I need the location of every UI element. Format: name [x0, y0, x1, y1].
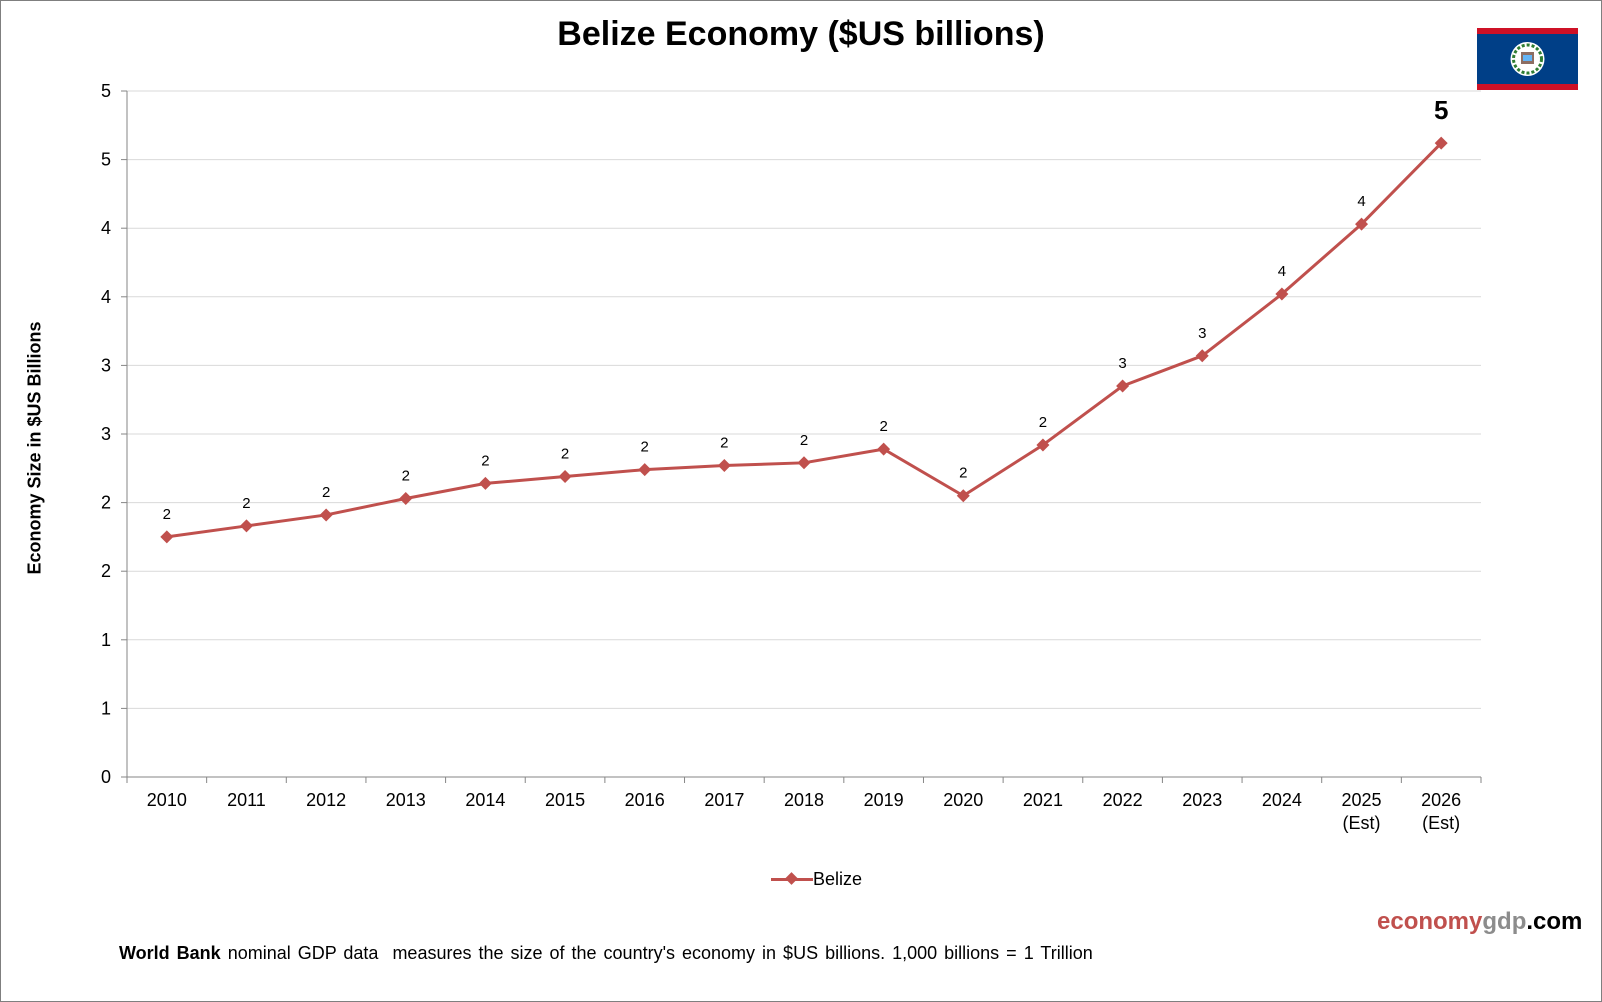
x-tick-label: 2024 — [1262, 790, 1302, 810]
y-tick-label: 3 — [101, 424, 111, 444]
data-label: 2 — [720, 435, 728, 452]
y-tick-label: 4 — [101, 287, 111, 307]
data-label: 2 — [322, 484, 330, 501]
brand-logo: economygdp.com — [1377, 908, 1583, 935]
y-tick-label: 2 — [101, 561, 111, 581]
data-label: 4 — [1278, 263, 1286, 280]
legend: Belize — [771, 867, 862, 891]
data-point — [478, 476, 492, 490]
x-tick-label: 2012 — [306, 790, 346, 810]
data-point — [797, 456, 811, 470]
x-tick-label: (Est) — [1343, 813, 1381, 833]
x-tick-label: 2010 — [147, 790, 187, 810]
y-tick-label: 5 — [101, 150, 111, 170]
footnote: World Bank nominal GDP data measures the… — [119, 943, 1093, 964]
x-tick-label: 2014 — [465, 790, 505, 810]
data-label: 2 — [879, 418, 887, 435]
x-tick-label: 2015 — [545, 790, 585, 810]
data-point — [1036, 438, 1050, 452]
data-point — [319, 508, 333, 522]
footnote-text: nominal GDP data measures the size of th… — [220, 943, 1093, 963]
chart-title: Belize Economy ($US billions) — [557, 15, 1045, 53]
x-tick-label: 2019 — [864, 790, 904, 810]
data-label: 3 — [1118, 355, 1126, 372]
y-tick-label: 1 — [101, 698, 111, 718]
data-label: 2 — [641, 439, 649, 456]
data-point — [160, 530, 174, 544]
x-tick-label: 2011 — [227, 790, 266, 810]
x-tick-label: 2021 — [1023, 790, 1063, 810]
legend-swatch — [771, 867, 813, 891]
x-tick-label: 2013 — [386, 790, 426, 810]
data-label: 2 — [800, 432, 808, 449]
data-label: 3 — [1198, 325, 1206, 342]
data-label: 2 — [402, 467, 410, 484]
data-label: 5 — [1434, 95, 1448, 125]
data-point — [638, 463, 652, 477]
data-point — [956, 489, 970, 503]
data-label: 2 — [561, 446, 569, 463]
x-tick-label: 2018 — [784, 790, 824, 810]
x-tick-label: 2020 — [943, 790, 983, 810]
x-tick-label: 2017 — [704, 790, 744, 810]
y-tick-label: 5 — [101, 81, 111, 101]
data-label: 2 — [242, 495, 250, 512]
data-label: 2 — [959, 465, 967, 482]
y-tick-label: 3 — [101, 355, 111, 375]
data-point — [239, 519, 253, 533]
data-label: 2 — [481, 452, 489, 469]
data-point — [399, 491, 413, 505]
data-point — [1275, 287, 1289, 301]
x-tick-label: 2023 — [1182, 790, 1222, 810]
data-point — [717, 459, 731, 473]
legend-label: Belize — [813, 868, 863, 889]
x-tick-label: 2026 — [1421, 790, 1461, 810]
data-point — [877, 442, 891, 456]
data-point — [1434, 136, 1448, 150]
series-line — [166, 142, 1443, 539]
data-point — [1195, 349, 1209, 363]
y-tick-label: 2 — [101, 493, 111, 513]
data-point — [558, 470, 572, 484]
data-label: 2 — [1039, 414, 1047, 431]
x-tick-label: 2016 — [625, 790, 665, 810]
y-tick-label: 1 — [101, 630, 111, 650]
data-point — [1355, 217, 1369, 231]
data-label: 2 — [163, 506, 171, 523]
x-tick-label: (Est) — [1422, 813, 1460, 833]
x-tick-label: 2025 — [1342, 790, 1382, 810]
footnote-source: World Bank — [119, 943, 221, 963]
belize-flag-icon — [1477, 28, 1578, 90]
data-label: 4 — [1357, 193, 1365, 210]
y-tick-label: 0 — [101, 767, 111, 787]
y-tick-label: 4 — [101, 218, 111, 238]
x-tick-label: 2022 — [1103, 790, 1143, 810]
data-point — [1116, 379, 1130, 393]
